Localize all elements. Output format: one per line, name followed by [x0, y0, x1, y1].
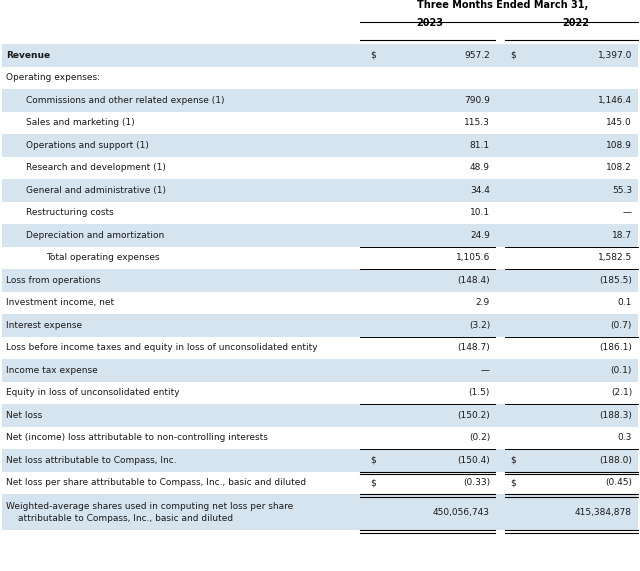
- Text: (0.33): (0.33): [463, 478, 490, 487]
- Bar: [2, 111, 638, 134]
- Text: Loss before income taxes and equity in loss of unconsolidated entity: Loss before income taxes and equity in l…: [6, 343, 317, 352]
- Text: 108.9: 108.9: [606, 140, 632, 150]
- Text: Net loss attributable to Compass, Inc.: Net loss attributable to Compass, Inc.: [6, 456, 177, 465]
- Text: (3.2): (3.2): [468, 321, 490, 329]
- Bar: [2, 269, 638, 292]
- Text: Restructuring costs: Restructuring costs: [26, 208, 114, 217]
- Text: 0.3: 0.3: [618, 433, 632, 443]
- Text: (188.0): (188.0): [599, 456, 632, 465]
- Text: 48.9: 48.9: [470, 163, 490, 172]
- Text: Weighted-average shares used in computing net loss per share: Weighted-average shares used in computin…: [6, 502, 293, 511]
- Text: (0.2): (0.2): [468, 433, 490, 443]
- Bar: [2, 202, 638, 224]
- Text: $: $: [370, 456, 376, 465]
- Text: General and administrative (1): General and administrative (1): [26, 186, 166, 195]
- Text: Equity in loss of unconsolidated entity: Equity in loss of unconsolidated entity: [6, 388, 180, 397]
- Text: (0.45): (0.45): [605, 478, 632, 487]
- Bar: [2, 156, 638, 179]
- Text: $: $: [370, 51, 376, 60]
- Text: 2022: 2022: [563, 18, 589, 28]
- Text: 81.1: 81.1: [470, 140, 490, 150]
- Text: Sales and marketing (1): Sales and marketing (1): [26, 118, 135, 127]
- Text: $: $: [370, 478, 376, 487]
- Text: (1.5): (1.5): [468, 388, 490, 397]
- Bar: [2, 404, 638, 427]
- Text: —: —: [481, 366, 490, 375]
- Bar: [2, 89, 638, 111]
- Text: (0.1): (0.1): [611, 366, 632, 375]
- Text: Total operating expenses: Total operating expenses: [46, 254, 159, 262]
- Bar: [2, 449, 638, 472]
- Text: (2.1): (2.1): [611, 388, 632, 397]
- Text: (188.3): (188.3): [599, 411, 632, 420]
- Text: Research and development (1): Research and development (1): [26, 163, 166, 172]
- Text: Investment income, net: Investment income, net: [6, 298, 114, 307]
- Text: 1,146.4: 1,146.4: [598, 96, 632, 104]
- Bar: [2, 44, 638, 66]
- Text: Commissions and other related expense (1): Commissions and other related expense (1…: [26, 96, 225, 104]
- Text: 0.1: 0.1: [618, 298, 632, 307]
- Bar: [2, 314, 638, 336]
- Text: 55.3: 55.3: [612, 186, 632, 195]
- Text: (0.7): (0.7): [611, 321, 632, 329]
- Text: $: $: [510, 456, 516, 465]
- Text: (186.1): (186.1): [599, 343, 632, 352]
- Text: 790.9: 790.9: [464, 96, 490, 104]
- Text: 415,384,878: 415,384,878: [575, 508, 632, 517]
- Text: 1,397.0: 1,397.0: [598, 51, 632, 60]
- Text: 115.3: 115.3: [464, 118, 490, 127]
- Text: Net (income) loss attributable to non-controlling interests: Net (income) loss attributable to non-co…: [6, 433, 268, 443]
- Bar: [2, 427, 638, 449]
- Bar: [2, 472, 638, 494]
- Text: (150.2): (150.2): [457, 411, 490, 420]
- Text: 34.4: 34.4: [470, 186, 490, 195]
- Text: (150.4): (150.4): [457, 456, 490, 465]
- Text: Net loss per share attributable to Compass, Inc., basic and diluted: Net loss per share attributable to Compa…: [6, 478, 306, 487]
- Text: 2.9: 2.9: [476, 298, 490, 307]
- Text: 10.1: 10.1: [470, 208, 490, 217]
- Text: (148.4): (148.4): [458, 276, 490, 285]
- Text: 18.7: 18.7: [612, 231, 632, 240]
- Bar: [2, 494, 638, 530]
- Text: 2023: 2023: [417, 18, 444, 28]
- Bar: [2, 381, 638, 404]
- Text: $: $: [510, 51, 516, 60]
- Bar: [2, 292, 638, 314]
- Text: (148.7): (148.7): [457, 343, 490, 352]
- Text: Income tax expense: Income tax expense: [6, 366, 98, 375]
- Text: $: $: [510, 478, 516, 487]
- Text: 1,582.5: 1,582.5: [598, 254, 632, 262]
- Text: Net loss: Net loss: [6, 411, 42, 420]
- Bar: [2, 247, 638, 269]
- Bar: [2, 66, 638, 89]
- Bar: [2, 134, 638, 156]
- Text: 957.2: 957.2: [464, 51, 490, 60]
- Bar: [2, 179, 638, 202]
- Text: Revenue: Revenue: [6, 51, 50, 60]
- Text: 450,056,743: 450,056,743: [433, 508, 490, 517]
- Bar: [2, 224, 638, 247]
- Text: Depreciation and amortization: Depreciation and amortization: [26, 231, 164, 240]
- Bar: [2, 359, 638, 381]
- Text: 108.2: 108.2: [606, 163, 632, 172]
- Text: —: —: [623, 208, 632, 217]
- Text: 145.0: 145.0: [606, 118, 632, 127]
- Text: 1,105.6: 1,105.6: [456, 254, 490, 262]
- Bar: [2, 336, 638, 359]
- Text: Interest expense: Interest expense: [6, 321, 82, 329]
- Text: attributable to Compass, Inc., basic and diluted: attributable to Compass, Inc., basic and…: [18, 514, 233, 523]
- Text: Operations and support (1): Operations and support (1): [26, 140, 149, 150]
- Text: Three Months Ended March 31,: Three Months Ended March 31,: [417, 0, 589, 10]
- Text: Operating expenses:: Operating expenses:: [6, 73, 100, 82]
- Text: 24.9: 24.9: [470, 231, 490, 240]
- Text: (185.5): (185.5): [599, 276, 632, 285]
- Text: Loss from operations: Loss from operations: [6, 276, 100, 285]
